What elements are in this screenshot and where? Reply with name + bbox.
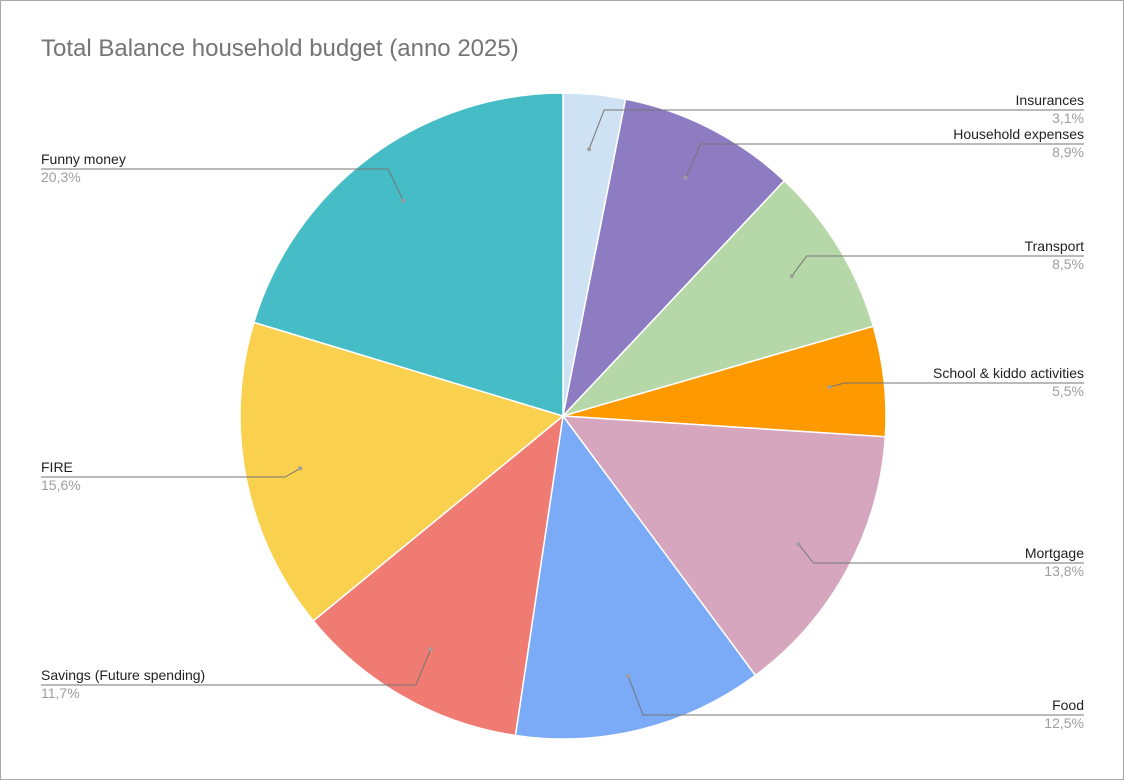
chart-title: Total Balance household budget (anno 202… (41, 35, 519, 62)
leader-line-mortgage (798, 543, 1084, 564)
leader-dot-transport (789, 274, 794, 279)
leader-line-transport (791, 255, 1084, 277)
leader-line-school-kiddo-activities (829, 382, 1084, 388)
slice-percent-school-kiddo-activities: 5,5% (1052, 383, 1084, 399)
leader-line-fire (41, 467, 301, 478)
leader-dot-insurances (587, 147, 592, 152)
slice-percent-savings-future-spending: 11,7% (41, 685, 80, 701)
slice-label-insurances: Insurances (1016, 92, 1084, 108)
pie-slice-funny-money[interactable] (252, 92, 564, 418)
pie-slice-food[interactable] (514, 414, 757, 740)
slice-label-food: Food (1052, 697, 1084, 713)
leader-line-insurances (588, 109, 1084, 150)
pie-slice-household-expenses[interactable] (561, 98, 786, 419)
leader-dot-funny-money (401, 198, 406, 203)
leader-dot-household-expenses (683, 175, 688, 180)
slice-label-transport: Transport (1025, 238, 1085, 254)
leader-dot-food (626, 674, 631, 679)
slice-percent-funny-money: 20,3% (41, 169, 81, 185)
pie-slice-savings-future-spending[interactable] (312, 414, 565, 737)
leader-dot-mortgage (796, 542, 801, 547)
slice-label-mortgage: Mortgage (1025, 545, 1084, 561)
pie-slice-transport[interactable] (560, 179, 875, 418)
leader-dot-savings-future-spending (428, 647, 433, 652)
slice-labels: Insurances 3,1%Household expenses 8,9% Tran… (41, 92, 1084, 731)
leader-dot-fire (298, 466, 303, 471)
slice-label-school-kiddo-activities: School & kiddo activities (933, 365, 1084, 381)
slice-label-savings-future-spending: Savings (Future spending) (41, 667, 205, 683)
leader-lines (41, 109, 1084, 716)
slice-label-funny-money: Funny money (41, 151, 126, 167)
slice-percent-mortgage: 13,8% (1044, 563, 1084, 579)
pie-slice-fire[interactable] (239, 321, 565, 622)
slice-label-household-expenses: Household expenses (953, 126, 1084, 142)
leader-line-savings-future-spending (41, 649, 432, 686)
leader-line-funny-money (41, 168, 404, 201)
slice-percent-food: 12,5% (1044, 715, 1084, 731)
leader-dot-school-kiddo-activities (827, 385, 832, 389)
leader-line-household-expenses (685, 143, 1084, 178)
slice-percent-fire: 15,6% (41, 477, 81, 493)
slice-label-fire: FIRE (41, 459, 73, 475)
pie-slice-mortgage[interactable] (561, 415, 887, 677)
slice-percent-insurances: 3,1% (1052, 110, 1084, 126)
pie-slices (239, 92, 887, 740)
slice-percent-transport: 8,5% (1052, 256, 1084, 272)
leader-line-food (627, 675, 1084, 716)
slice-percent-household-expenses: 8,9% (1052, 144, 1084, 160)
